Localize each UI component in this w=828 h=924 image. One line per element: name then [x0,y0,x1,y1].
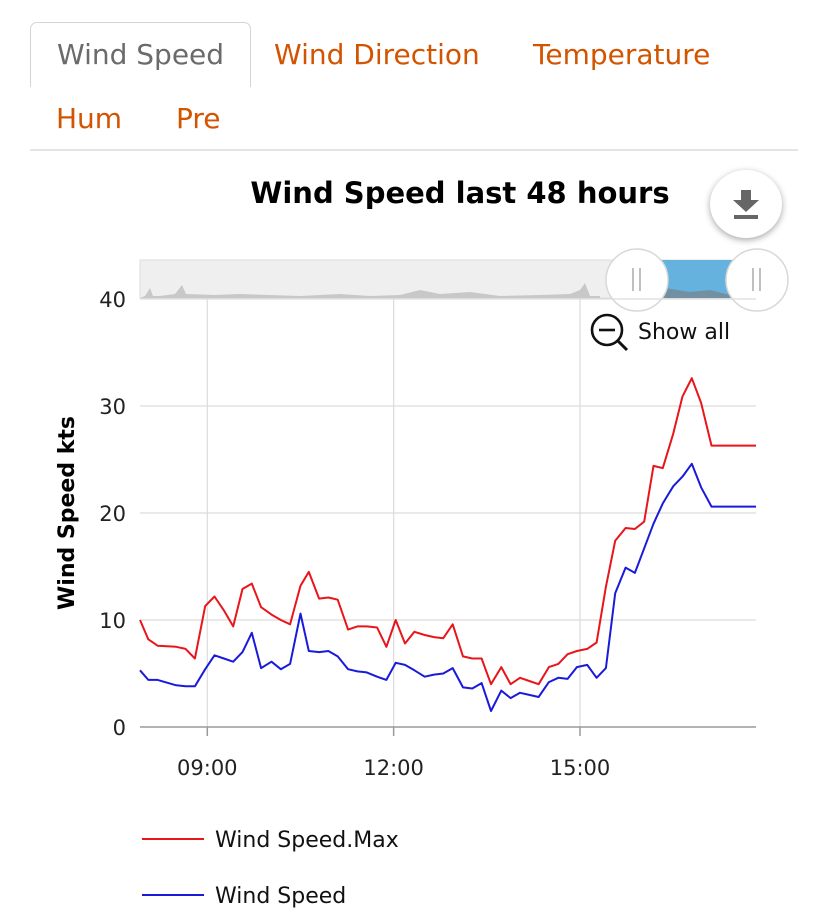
y-axis-label: Wind Speed kts [55,416,80,610]
show-all-label: Show all [638,320,730,345]
legend: Wind Speed.Max Wind Speed [142,828,399,909]
y-tick-label: 20 [99,502,126,526]
legend-label: Wind Speed.Max [215,828,399,853]
tab-bar: Wind Speed Wind Direction Temperature Hu… [0,0,828,152]
y-tick-label: 40 [99,288,126,312]
tabs-divider [30,149,798,151]
tab-temperature[interactable]: Temperature [533,38,711,71]
navigator-series-shape [140,283,600,298]
series-lines [139,377,756,712]
x-tick-label: 09:00 [177,756,238,780]
tab-pressure[interactable]: Pre [176,102,221,135]
download-icon [733,190,759,219]
axes: 0 10 20 30 40 09:00 12:00 15:00 [99,288,756,780]
tab-humidity[interactable]: Hum [56,102,123,135]
grid-lines [140,298,756,727]
export-button[interactable] [710,170,782,238]
series-line-wind-speed-max [139,377,756,686]
y-tick-label: 10 [99,609,126,633]
tab-wind-direction[interactable]: Wind Direction [274,38,480,71]
series-line-wind-speed [139,462,756,712]
chart-title: Wind Speed last 48 hours [250,176,670,210]
y-tick-label: 30 [99,395,126,419]
legend-label: Wind Speed [215,884,346,909]
x-tick-label: 15:00 [550,756,611,780]
show-all-button[interactable]: Show all [590,313,730,352]
navigator-handle-right[interactable] [725,248,789,312]
navigator-handle-left[interactable] [605,248,669,312]
zoom-out-icon [590,313,629,352]
x-tick-label: 12:00 [363,756,424,780]
y-tick-label: 0 [113,716,126,740]
navigator-selection-shape [637,288,757,298]
tab-wind-speed[interactable]: Wind Speed [30,22,252,87]
